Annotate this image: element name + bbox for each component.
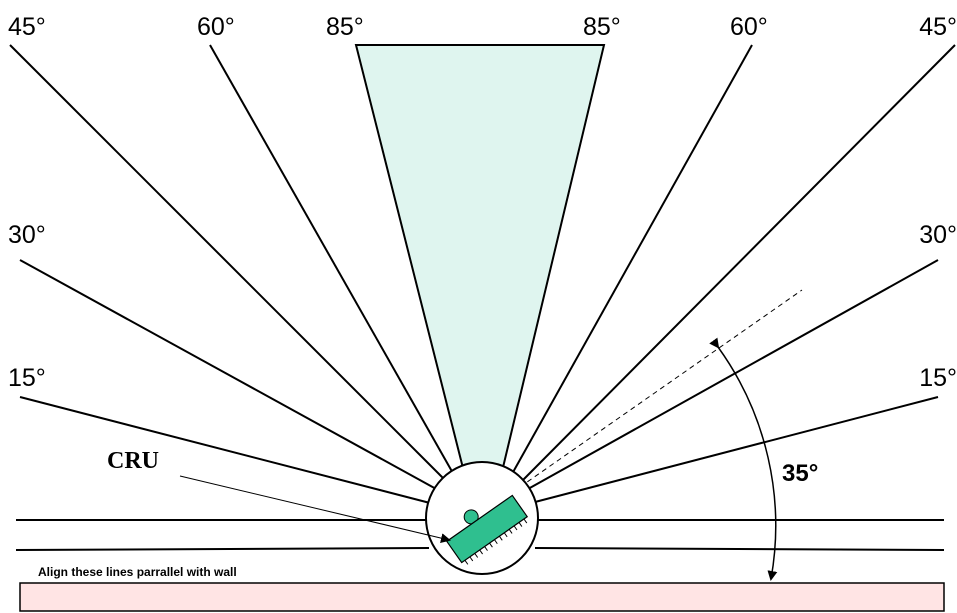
tilt-dashed-line: [519, 289, 803, 488]
cru-pointer-arrow: [179, 475, 451, 544]
label-right-45: 45°: [919, 13, 957, 41]
align-note: Align these lines parrallel with wall: [38, 565, 237, 579]
cru-label: CRU: [107, 448, 159, 474]
ray-right-45: [522, 44, 956, 481]
label-left-45: 45°: [8, 13, 46, 41]
cru-device: [445, 494, 529, 565]
label-left-60: 60°: [197, 13, 235, 41]
tilt-angle-arc: [709, 337, 778, 581]
tilt-angle-label: 35°: [782, 460, 818, 487]
ray-right-15: [534, 396, 939, 503]
label-left-30: 30°: [8, 221, 46, 249]
wall: [19, 582, 945, 612]
label-right-85: 85°: [583, 13, 621, 41]
detection-wedge-85: [354, 44, 606, 481]
ray-right-30: [527, 259, 939, 490]
label-right-30: 30°: [919, 221, 957, 249]
label-right-15: 15°: [919, 364, 957, 392]
align-line-lower-right: [534, 547, 945, 551]
ray-left-15: [19, 396, 431, 504]
label-left-15: 15°: [8, 364, 46, 392]
ray-left-30: [19, 259, 439, 491]
ray-right-60: [511, 44, 753, 475]
label-right-60: 60°: [730, 13, 768, 41]
label-left-85: 85°: [326, 13, 364, 41]
align-line-lower-left: [15, 547, 430, 551]
ray-left-45: [9, 44, 446, 481]
ray-left-60: [209, 44, 455, 476]
